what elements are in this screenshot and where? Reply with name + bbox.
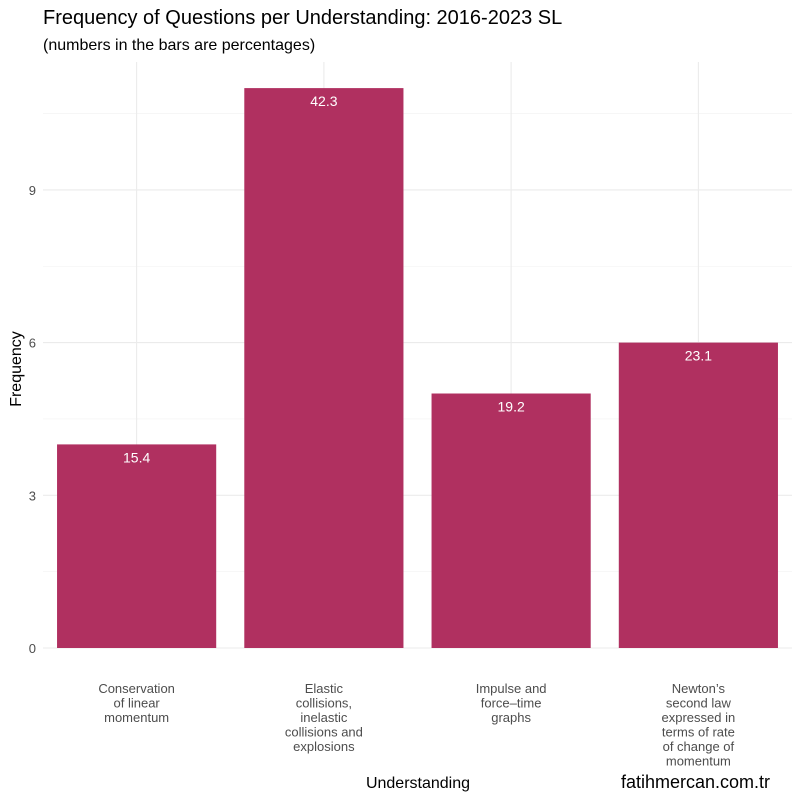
y-axis-title: Frequency: [8, 331, 25, 407]
x-tick-label-line: Conservation: [98, 681, 175, 696]
x-tick-label-line: collisions and: [285, 725, 363, 740]
watermark: fatihmercan.com.tr: [621, 772, 770, 792]
x-tick-label-line: Newton’s: [672, 681, 726, 696]
bar: [57, 444, 217, 648]
y-tick-label: 0: [29, 641, 36, 656]
bars: 15.4 42.3 19.2 23.1: [57, 88, 778, 649]
x-axis-title: Understanding: [366, 775, 470, 792]
x-tick-label-line: momentum: [666, 754, 731, 769]
y-tick-label: 3: [29, 488, 36, 503]
y-axis-ticks: 0 3 6 9: [29, 183, 36, 656]
x-tick-label-line: graphs: [491, 710, 531, 725]
chart-subtitle: (numbers in the bars are percentages): [43, 37, 315, 54]
x-tick-label-line: Elastic: [305, 681, 344, 696]
y-tick-label: 6: [29, 336, 36, 351]
x-tick-label-line: expressed in: [662, 710, 736, 725]
x-tick-label-line: terms of rate: [662, 725, 735, 740]
x-tick-label: Elastic collisions, inelastic collisions an…: [285, 681, 363, 754]
bar-value-label: 15.4: [123, 449, 150, 465]
x-tick-label-line: of linear: [114, 696, 161, 711]
x-tick-label-line: of change of: [663, 739, 735, 754]
x-tick-label-line: collisions,: [296, 696, 352, 711]
x-tick-label: Conservation of linear momentum: [98, 681, 175, 725]
x-tick-label-line: second law: [666, 696, 732, 711]
x-tick-label: Newton’s second law expressed in terms of r…: [662, 681, 736, 769]
y-tick-label: 9: [29, 183, 36, 198]
x-tick-label: Impulse and force–time graphs: [476, 681, 547, 725]
chart-title: Frequency of Questions per Understanding…: [43, 7, 562, 29]
bar-value-label: 19.2: [498, 399, 525, 415]
x-tick-label-line: momentum: [104, 710, 169, 725]
bar-value-label: 42.3: [310, 93, 337, 109]
x-tick-label-line: inelastic: [300, 710, 347, 725]
x-tick-label-line: Impulse and: [476, 681, 547, 696]
x-tick-label-line: force–time: [481, 696, 542, 711]
bar-value-label: 23.1: [685, 348, 712, 364]
bar: [618, 342, 778, 648]
x-tick-label-line: explosions: [293, 739, 355, 754]
bar: [431, 393, 591, 648]
bar: [244, 88, 404, 649]
